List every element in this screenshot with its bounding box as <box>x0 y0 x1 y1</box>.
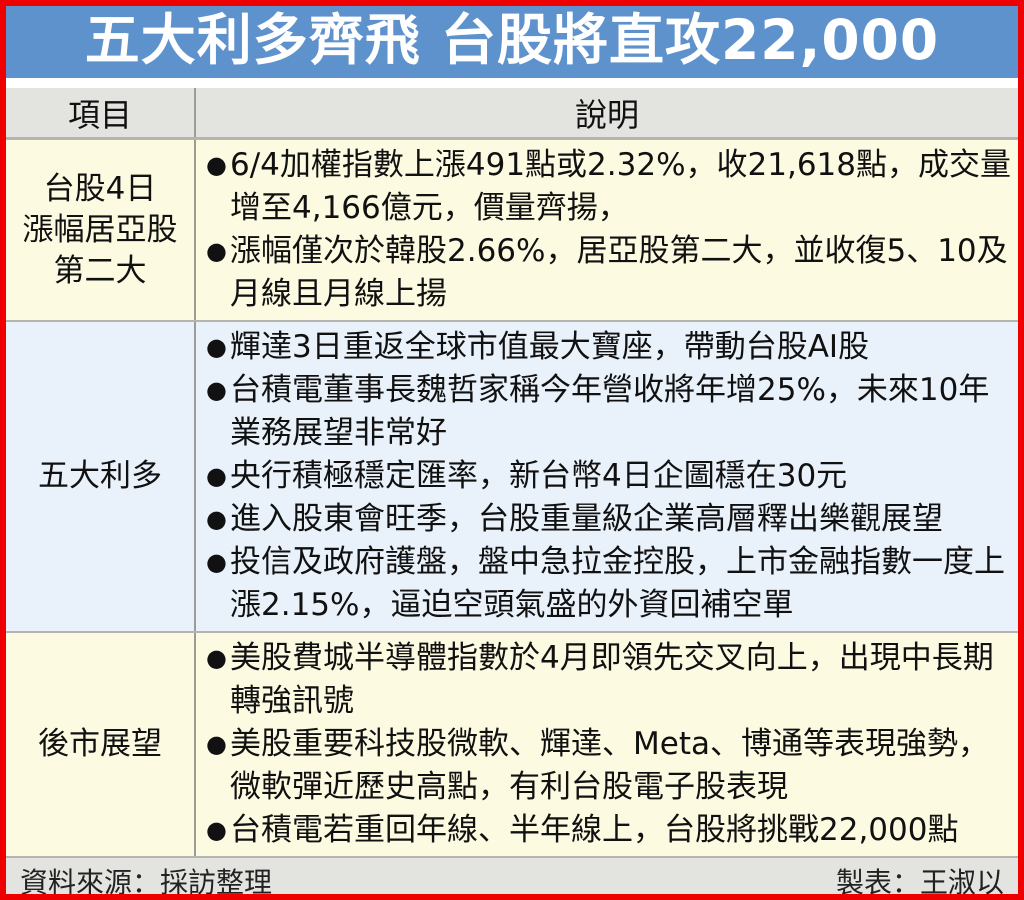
bullet-item: 6/4加權指數上漲491點或2.32%，收21,618點，成交量增至4,166億… <box>206 144 1012 230</box>
column-header-item: 項目 <box>6 88 196 137</box>
bullet-item: 美股費城半導體指數於4月即領先交叉向上，出現中長期轉強訊號 <box>206 637 1012 723</box>
source-credit: 資料來源：採訪整理 <box>20 866 273 899</box>
table-header-row: 項目 說明 <box>6 88 1018 140</box>
title-bar: 五大利多齊飛 台股將直攻22,000 <box>6 6 1018 78</box>
bullet-item: 投信及政府護盤，盤中急拉金控股，上市金融指數一度上漲2.15%，逼迫空頭氣盛的外… <box>206 541 1012 627</box>
title-gap <box>6 78 1018 88</box>
table-row: 後市展望 美股費城半導體指數於4月即領先交叉向上，出現中長期轉強訊號 美股重要科… <box>6 633 1018 858</box>
table-row: 台股4日 漲幅居亞股 第二大 6/4加權指數上漲491點或2.32%，收21,6… <box>6 140 1018 322</box>
bullet-item: 進入股東會旺季，台股重量級企業高層釋出樂觀展望 <box>206 498 1012 541</box>
bullet-item: 美股重要科技股微軟、輝達、Meta、博通等表現強勢，微軟彈近歷史高點，有利台股電… <box>206 723 1012 809</box>
bullet-item: 漲幅僅次於韓股2.66%，居亞股第二大，並收復5、10及月線且月線上揚 <box>206 230 1012 316</box>
row-label: 後市展望 <box>6 633 196 856</box>
table-row: 五大利多 輝達3日重返全球市值最大寶座，帶動台股AI股 台積電董事長魏哲家稱今年… <box>6 322 1018 633</box>
author-credit: 製表：王淑以 <box>835 866 1004 899</box>
bullet-item: 輝達3日重返全球市值最大寶座，帶動台股AI股 <box>206 326 1012 369</box>
footer: 資料來源：採訪整理 製表：王淑以 <box>6 858 1018 899</box>
column-header-description: 說明 <box>574 95 639 134</box>
page-title: 五大利多齊飛 台股將直攻22,000 <box>84 7 940 72</box>
bullet-item: 台積電董事長魏哲家稱今年營收將年增25%，未來10年業務展望非常好 <box>206 369 1012 455</box>
row-label: 五大利多 <box>6 322 196 631</box>
row-description: 6/4加權指數上漲491點或2.32%，收21,618點，成交量增至4,166億… <box>196 140 1018 320</box>
row-label: 台股4日 漲幅居亞股 第二大 <box>6 140 196 320</box>
row-description: 美股費城半導體指數於4月即領先交叉向上，出現中長期轉強訊號 美股重要科技股微軟、… <box>196 633 1018 856</box>
bullet-item: 台積電若重回年線、半年線上，台股將挑戰22,000點 <box>206 809 1012 852</box>
bullet-item: 央行積極穩定匯率，新台幣4日企圖穩在30元 <box>206 455 1012 498</box>
row-description: 輝達3日重返全球市值最大寶座，帶動台股AI股 台積電董事長魏哲家稱今年營收將年增… <box>196 322 1018 631</box>
